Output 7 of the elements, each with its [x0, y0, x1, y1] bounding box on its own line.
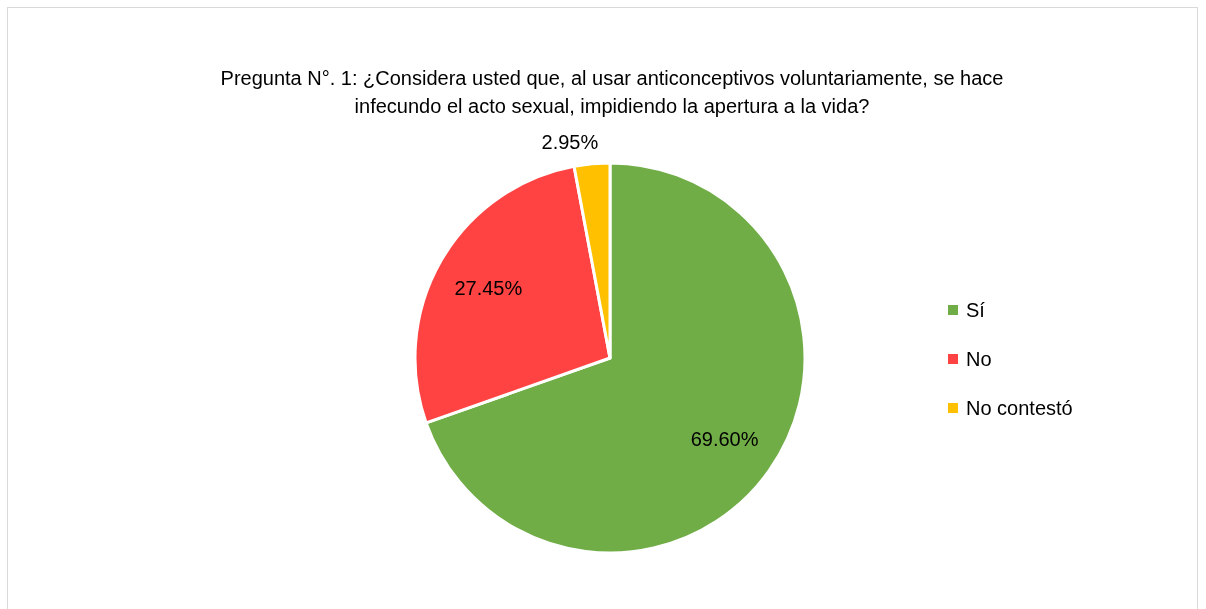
- legend-label: No: [966, 348, 992, 370]
- data-label: 27.45%: [454, 276, 523, 299]
- data-label: 2.95%: [541, 130, 599, 153]
- data-label: 69.60%: [690, 428, 759, 451]
- legend-label: Sí: [966, 299, 986, 321]
- chart-title: Pregunta N°. 1: ¿Considera usted que, al usar anticonceptivos voluntariamente, se hace infecundo el acto sexual, impidiendo la apertura a la vida?: [220, 67, 1004, 117]
- legend-label: No contestó: [966, 397, 1073, 419]
